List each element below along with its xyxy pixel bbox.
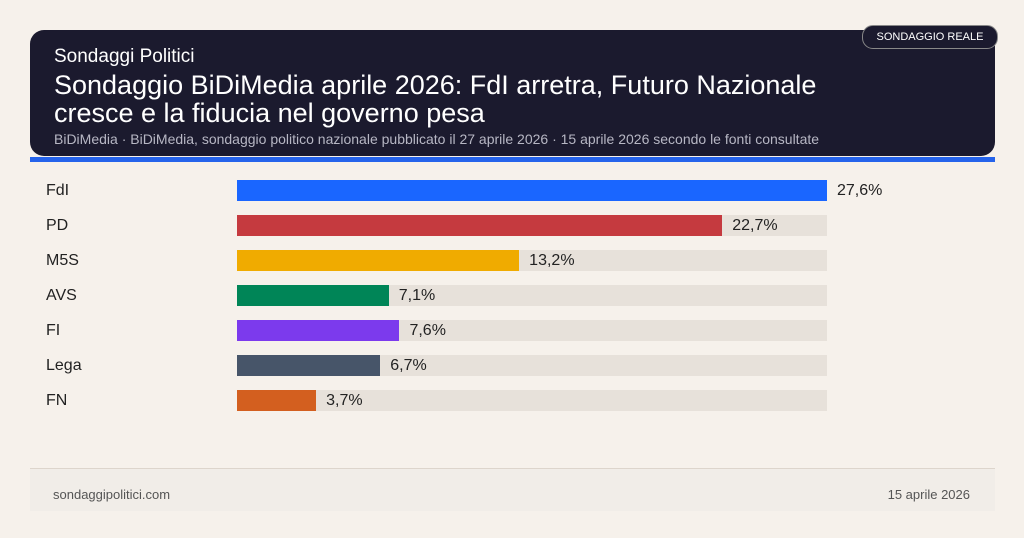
value-label: 3,7% (326, 392, 363, 409)
bar (237, 215, 723, 236)
category-label: AVS (46, 287, 77, 304)
page-title: Sondaggio BiDiMedia aprile 2026: FdI arr… (54, 70, 817, 128)
footer: sondaggipolitici.com 15 aprile 2026 (30, 468, 995, 511)
site-name: sondaggipolitici.com (53, 487, 171, 502)
value-label: 22,7% (732, 217, 778, 234)
bar-track: 22,7% (237, 215, 827, 236)
bar-track: 6,7% (237, 355, 827, 376)
bar-track: 7,1% (237, 285, 827, 306)
footer-date: 15 aprile 2026 (887, 487, 970, 502)
bar (237, 250, 520, 271)
accent-divider (30, 157, 995, 162)
value-label: 27,6% (837, 182, 883, 199)
value-label: 7,6% (409, 322, 446, 339)
header-panel: Sondaggi Politici Sondaggio BiDiMedia ap… (30, 30, 995, 156)
bar (237, 390, 317, 411)
bar (237, 180, 827, 201)
category-label: FdI (46, 182, 70, 199)
bar-track: 7,6% (237, 320, 827, 341)
bar-track: 3,7% (237, 390, 827, 411)
value-label: 6,7% (390, 357, 427, 374)
bar-track: 13,2% (237, 250, 827, 271)
bar (237, 285, 389, 306)
category-label: Lega (46, 357, 82, 374)
category-label: FI (46, 322, 61, 339)
bar (237, 355, 381, 376)
status-badge: SONDAGGIO REALE (862, 25, 998, 49)
bar-track: 27,6% (237, 180, 882, 201)
category-label: M5S (46, 252, 79, 269)
value-label: 13,2% (529, 252, 575, 269)
category-label: PD (46, 217, 69, 234)
kicker: Sondaggi Politici (54, 46, 195, 67)
subtitle: BiDiMedia · BiDiMedia, sondaggio politic… (54, 131, 820, 147)
value-label: 7,1% (398, 287, 436, 304)
bar (237, 320, 400, 341)
category-label: FN (46, 392, 68, 409)
